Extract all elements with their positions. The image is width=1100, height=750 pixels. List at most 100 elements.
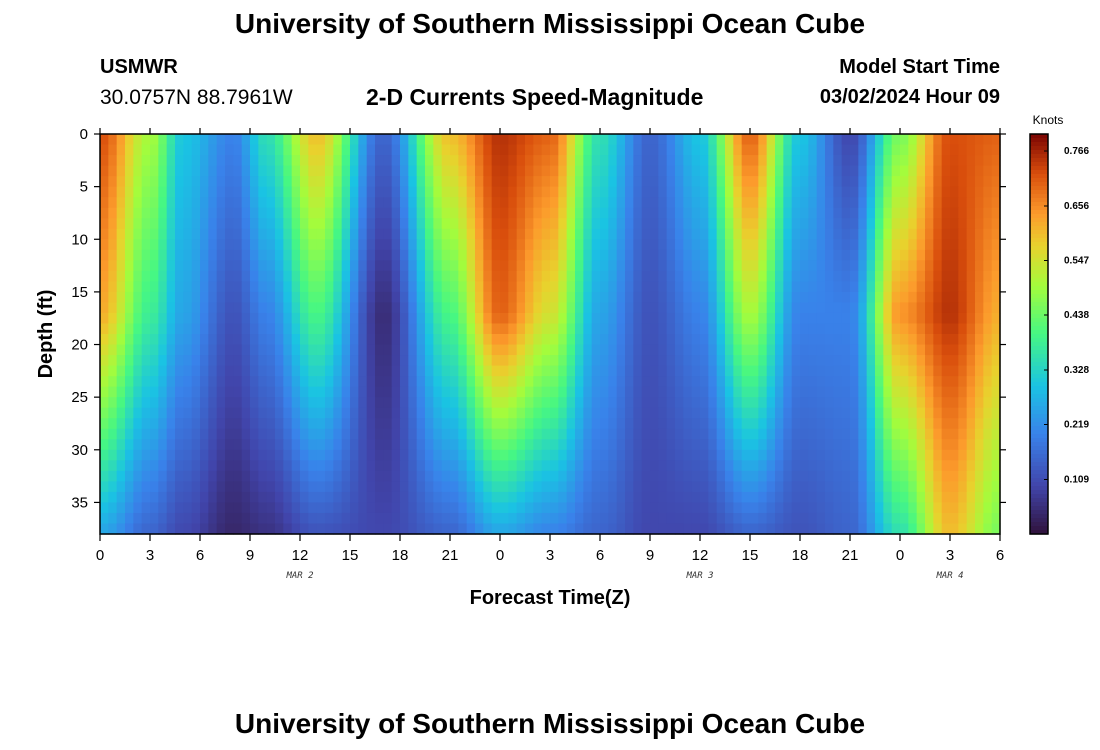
heat-cell <box>383 155 393 167</box>
heat-cell <box>808 491 818 504</box>
heat-cell <box>633 281 643 293</box>
heat-cell <box>491 470 501 482</box>
heat-cell <box>133 207 143 219</box>
heat-cell <box>700 523 709 535</box>
heat-cell <box>191 491 201 504</box>
heat-cell <box>750 186 759 198</box>
heat-cell <box>608 155 618 167</box>
heat-cell <box>658 523 668 535</box>
x-tick-label: 6 <box>996 547 1004 564</box>
heat-cell <box>850 407 859 419</box>
heat-cell <box>258 323 268 335</box>
x-tick-label: 18 <box>792 547 809 564</box>
heat-cell <box>933 197 943 209</box>
heat-cell <box>383 228 393 240</box>
heat-cell <box>866 407 876 419</box>
heat-cell <box>241 323 251 335</box>
heat-cell <box>366 407 376 419</box>
heat-cell <box>291 312 301 325</box>
heat-cell <box>866 144 876 156</box>
heat-cell <box>333 197 343 209</box>
heat-cell <box>950 302 959 314</box>
heat-cell <box>641 523 651 535</box>
chart-subtitle: 2-D Currents Speed-Magnitude <box>366 84 704 110</box>
heat-cell <box>366 449 376 461</box>
heat-cell <box>200 291 209 304</box>
heat-cell <box>366 134 376 146</box>
heat-cell <box>625 218 634 230</box>
heat-cell <box>525 281 534 293</box>
heat-cell <box>425 302 434 314</box>
heat-cell <box>391 365 401 377</box>
heat-cell <box>708 481 718 493</box>
heat-cell <box>441 386 451 398</box>
heat-cell <box>266 155 276 167</box>
heat-cell <box>633 291 643 304</box>
heat-cell <box>625 249 634 261</box>
heat-cell <box>141 176 151 188</box>
heat-cell <box>858 144 868 156</box>
heat-cell <box>458 449 468 461</box>
heat-cell <box>191 228 201 240</box>
heat-cell <box>416 197 426 209</box>
heat-cell <box>741 523 751 535</box>
heat-cell <box>816 270 826 282</box>
heat-cell <box>325 344 334 356</box>
heat-cell <box>850 355 859 367</box>
heat-cell <box>400 502 409 514</box>
heat-cell <box>666 165 676 177</box>
x-tick-label: 0 <box>96 547 104 564</box>
heat-cell <box>191 302 201 314</box>
heat-cell <box>341 449 351 461</box>
heat-cell <box>750 228 759 240</box>
heat-cell <box>216 270 226 282</box>
heat-cell <box>258 312 268 325</box>
heat-cell <box>833 407 843 419</box>
heat-cell <box>766 491 776 504</box>
heat-cell <box>300 239 309 251</box>
heat-cell <box>641 481 651 493</box>
heat-cell <box>550 502 559 514</box>
heat-cell <box>741 449 751 461</box>
heat-cell <box>716 355 726 367</box>
heat-cell <box>300 281 309 293</box>
heat-cell <box>583 228 593 240</box>
heat-cell <box>500 155 509 167</box>
heat-cell <box>600 334 609 346</box>
heat-cell <box>375 502 384 514</box>
heat-cell <box>941 144 951 156</box>
heat-cell <box>525 270 534 282</box>
heat-cell <box>758 155 768 167</box>
heat-cell <box>308 481 318 493</box>
heat-cell <box>791 249 801 261</box>
heat-cell <box>866 302 876 314</box>
heat-cell <box>816 355 826 367</box>
heat-cell <box>916 449 926 461</box>
heat-cell <box>291 197 301 209</box>
heat-cell <box>233 523 243 535</box>
heat-cell <box>858 270 868 282</box>
heat-cell <box>425 386 434 398</box>
heat-cell <box>833 186 843 198</box>
heat-cell <box>250 491 259 504</box>
heat-cell <box>700 260 709 272</box>
heat-cell <box>183 260 193 272</box>
heat-cell <box>333 418 343 430</box>
colorbar-segment <box>1030 214 1048 219</box>
heat-cell <box>750 144 759 156</box>
heat-cell <box>700 481 709 493</box>
heat-cell <box>566 365 576 377</box>
heat-cell <box>158 249 168 261</box>
heat-cell <box>541 365 551 377</box>
heat-cell <box>783 270 793 282</box>
heat-cell <box>941 134 951 146</box>
heat-cell <box>608 270 618 282</box>
heat-cell <box>700 449 709 461</box>
heat-cell <box>233 386 243 398</box>
heat-cell <box>316 407 326 419</box>
heat-cell <box>883 481 893 493</box>
heat-cell <box>100 418 109 430</box>
heat-cell <box>400 144 409 156</box>
heat-cell <box>450 197 459 209</box>
heat-cell <box>558 155 568 167</box>
